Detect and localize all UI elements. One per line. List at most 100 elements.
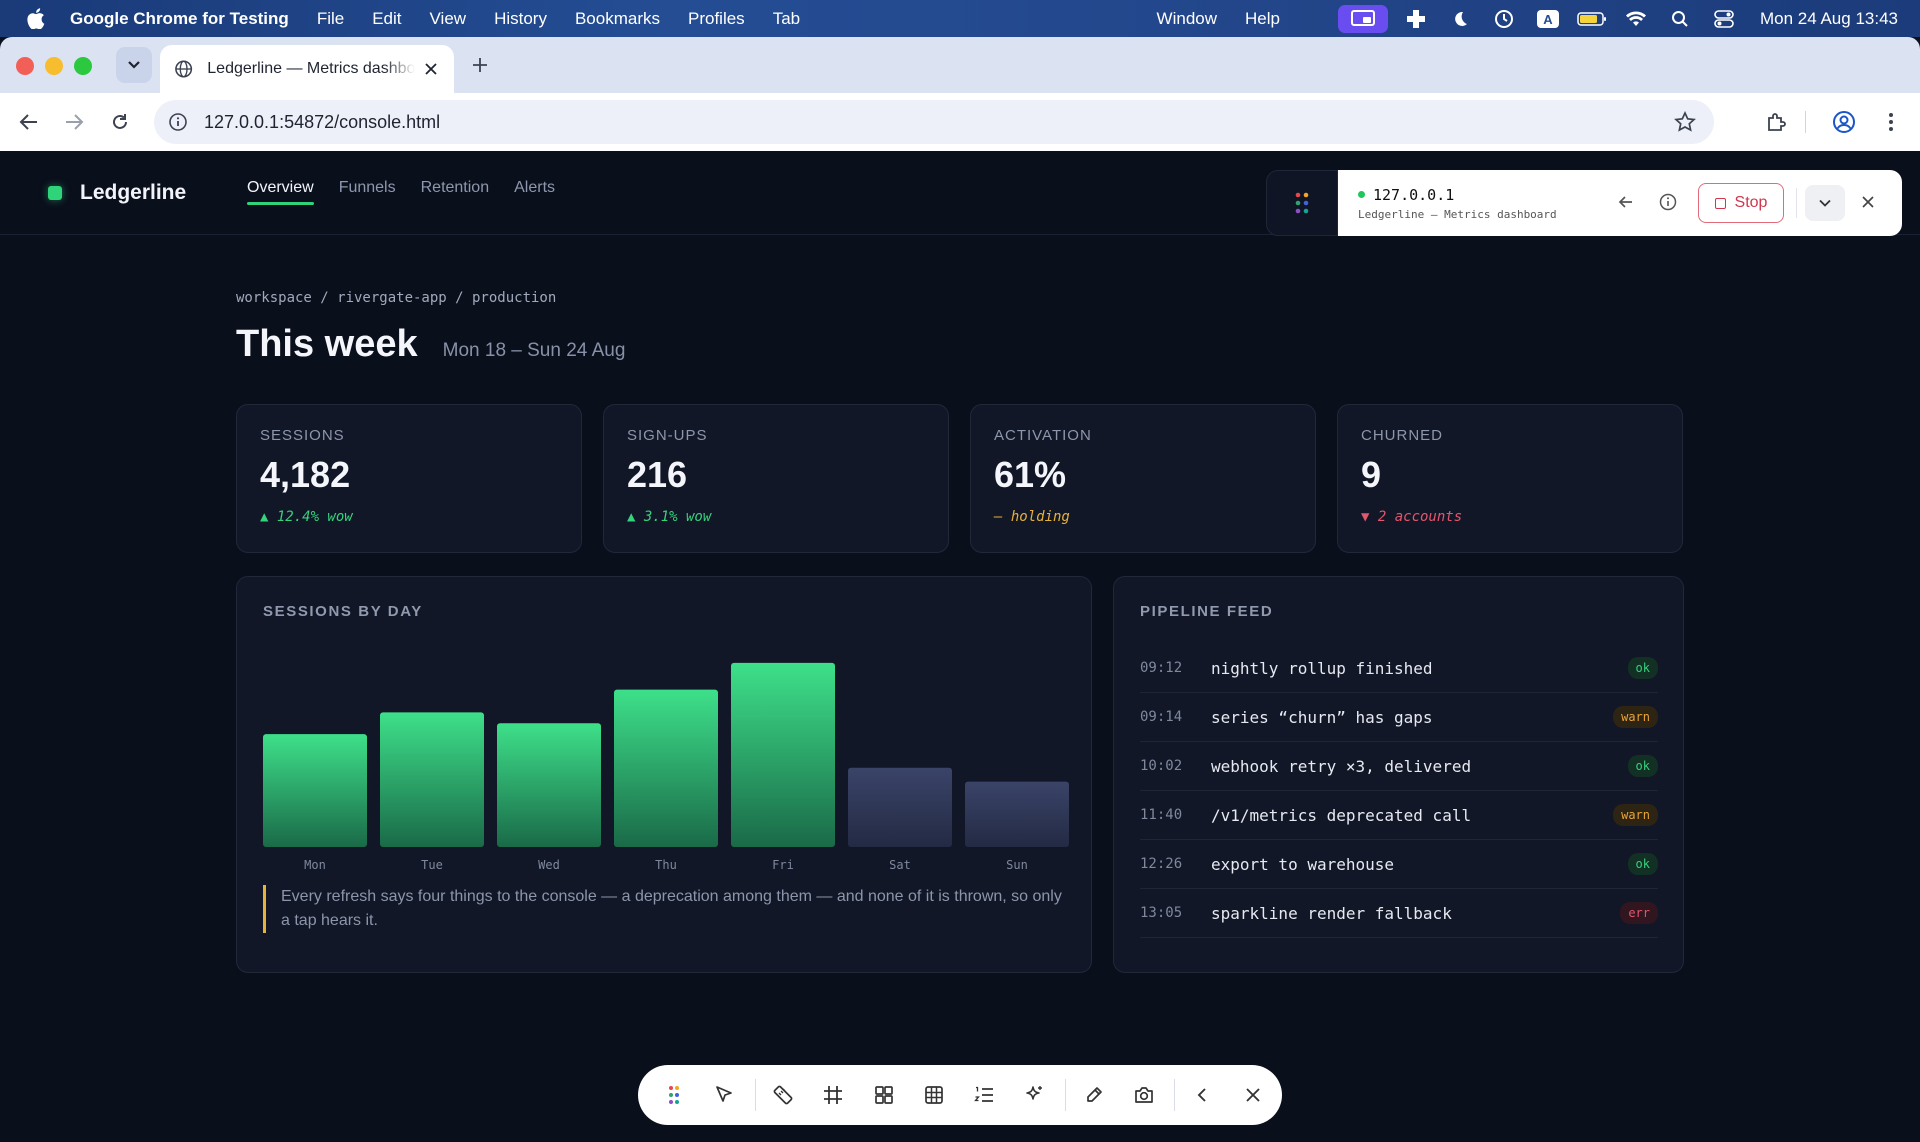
grid-overlay-button[interactable]	[812, 1073, 855, 1117]
extensions-button[interactable]	[1763, 108, 1791, 136]
menu-bookmarks[interactable]: Bookmarks	[574, 8, 660, 28]
sparkle-icon	[1026, 1086, 1043, 1100]
address-bar[interactable]: 127.0.0.1:54872/console.html	[154, 100, 1714, 144]
x-tick-label: Tue	[421, 858, 443, 871]
chevron-down-icon	[1819, 199, 1831, 207]
feed-row[interactable]: 11:40 /v1/metrics deprecated call warn	[1140, 791, 1658, 840]
brand[interactable]: Ledgerline	[48, 181, 186, 205]
time-machine-icon[interactable]	[1482, 5, 1526, 33]
info-icon[interactable]	[1658, 192, 1678, 212]
stat-card-sessions: SESSIONS 4,182 ▲ 12.4% wow	[236, 404, 582, 553]
menu-profiles[interactable]: Profiles	[688, 8, 745, 28]
primary-nav: Overview Funnels Retention Alerts	[247, 179, 555, 205]
stat-value: 4,182	[260, 454, 351, 495]
menu-history[interactable]: History	[494, 8, 547, 28]
bar-tue[interactable]	[380, 712, 484, 847]
feed-time: 10:02	[1140, 758, 1183, 774]
window-minimize-button[interactable]	[45, 57, 63, 75]
bar-fri[interactable]	[731, 662, 835, 847]
color-picker-button[interactable]	[1072, 1073, 1115, 1117]
bar-wed[interactable]	[497, 723, 601, 847]
tab-close-icon[interactable]	[423, 60, 440, 78]
components-button[interactable]	[862, 1073, 905, 1117]
measure-button[interactable]	[761, 1073, 804, 1117]
menu-file[interactable]: File	[316, 8, 345, 28]
chevron-left-icon	[1197, 1088, 1206, 1102]
stop-button[interactable]: Stop	[1698, 183, 1784, 223]
feed-row[interactable]: 12:26 export to warehouse ok	[1140, 840, 1658, 889]
feed-row[interactable]: 09:14 series “churn” has gaps warn	[1140, 693, 1658, 742]
feed-row[interactable]: 09:12 nightly rollup finished ok	[1140, 644, 1658, 693]
menu-help[interactable]: Help	[1245, 8, 1280, 28]
recorder-drag-handle[interactable]	[1266, 170, 1338, 236]
screenshot-button[interactable]	[1122, 1073, 1165, 1117]
live-status-dot	[1358, 191, 1365, 198]
bar-sat[interactable]	[848, 767, 952, 847]
menu-tab[interactable]: Tab	[772, 8, 801, 28]
browser-tab-active[interactable]: Ledgerline — Metrics dashboard	[160, 45, 454, 93]
x-tick-label: Sun	[1006, 858, 1028, 871]
feed-message: series “churn” has gaps	[1211, 707, 1433, 727]
menu-view[interactable]: View	[429, 8, 467, 28]
feed-row[interactable]: 13:05 sparkline render fallback err	[1140, 889, 1658, 938]
medical-cross-icon[interactable]	[1394, 5, 1438, 33]
stat-label: SIGN-UPS	[627, 427, 708, 444]
collapse-toolbar-button[interactable]	[1181, 1073, 1224, 1117]
nav-alerts[interactable]: Alerts	[514, 179, 556, 196]
ai-assist-button[interactable]	[1013, 1073, 1056, 1117]
new-tab-button[interactable]	[468, 53, 492, 77]
nav-overview[interactable]: Overview	[247, 179, 314, 205]
hash-frame-icon	[824, 1086, 843, 1104]
back-button[interactable]	[16, 109, 42, 135]
sessions-bar-chart: Mon Tue Wed Thu Fri Sat Sun	[263, 662, 1069, 871]
wifi-icon[interactable]	[1614, 5, 1658, 33]
feed-message: export to warehouse	[1211, 854, 1395, 874]
close-toolbar-button[interactable]	[1232, 1073, 1275, 1117]
reload-icon	[113, 114, 127, 129]
screen-share-icon[interactable]	[1337, 4, 1388, 33]
bar-thu[interactable]	[614, 689, 718, 847]
table-button[interactable]	[912, 1073, 955, 1117]
profile-button[interactable]	[1830, 108, 1858, 136]
menu-clock[interactable]: Mon 24 Aug 13:43	[1759, 8, 1898, 28]
url-text[interactable]: 127.0.0.1:54872/console.html	[204, 111, 441, 132]
svg-text:A: A	[1543, 12, 1553, 27]
nav-retention[interactable]: Retention	[420, 179, 490, 196]
list-button[interactable]	[962, 1073, 1005, 1117]
window-close-button[interactable]	[16, 57, 34, 75]
chrome-menu-button[interactable]	[1877, 108, 1905, 136]
recorder-host: 127.0.0.1	[1373, 185, 1455, 204]
plus-icon	[473, 58, 487, 72]
menu-edit[interactable]: Edit	[372, 8, 402, 28]
close-icon[interactable]	[1858, 192, 1878, 212]
battery-icon[interactable]	[1570, 5, 1614, 33]
grid-icon	[874, 1086, 893, 1104]
feed-row[interactable]: 10:02 webhook retry ×3, delivered ok	[1140, 742, 1658, 791]
tab-search-button[interactable]	[116, 47, 152, 83]
toolbar-grip-button[interactable]	[652, 1073, 695, 1117]
site-info-icon[interactable]	[168, 112, 188, 132]
recorder-panel: 127.0.0.1 Ledgerline — Metrics dashboard…	[1338, 170, 1902, 236]
bar-sun[interactable]	[965, 781, 1069, 847]
apple-icon[interactable]	[27, 8, 47, 30]
browser-toolbar: 127.0.0.1:54872/console.html	[0, 93, 1920, 151]
recorder-page-title: Ledgerline — Metrics dashboard	[1358, 207, 1557, 221]
nav-funnels[interactable]: Funnels	[338, 179, 396, 196]
window-zoom-button[interactable]	[74, 57, 92, 75]
menu-window[interactable]: Window	[1156, 8, 1218, 28]
arrow-left-icon[interactable]	[1616, 192, 1636, 212]
recorder-expand-button[interactable]	[1805, 185, 1845, 221]
moon-icon[interactable]	[1438, 5, 1482, 33]
select-pointer-button[interactable]	[702, 1073, 745, 1117]
reload-button[interactable]	[107, 109, 133, 135]
feed-time: 12:26	[1140, 856, 1183, 872]
control-center-icon[interactable]	[1702, 5, 1746, 33]
bookmark-star-icon[interactable]	[1674, 111, 1696, 133]
app-top-nav: Ledgerline Overview Funnels Retention Al…	[0, 151, 1920, 236]
spotlight-search-icon[interactable]	[1658, 5, 1702, 33]
breadcrumb: workspace / rivergate-app / production	[236, 290, 557, 306]
forward-button[interactable]	[61, 109, 87, 135]
bar-mon[interactable]	[263, 734, 367, 847]
menu-app-name[interactable]: Google Chrome for Testing	[70, 8, 289, 28]
input-source-icon[interactable]: A	[1526, 5, 1570, 33]
